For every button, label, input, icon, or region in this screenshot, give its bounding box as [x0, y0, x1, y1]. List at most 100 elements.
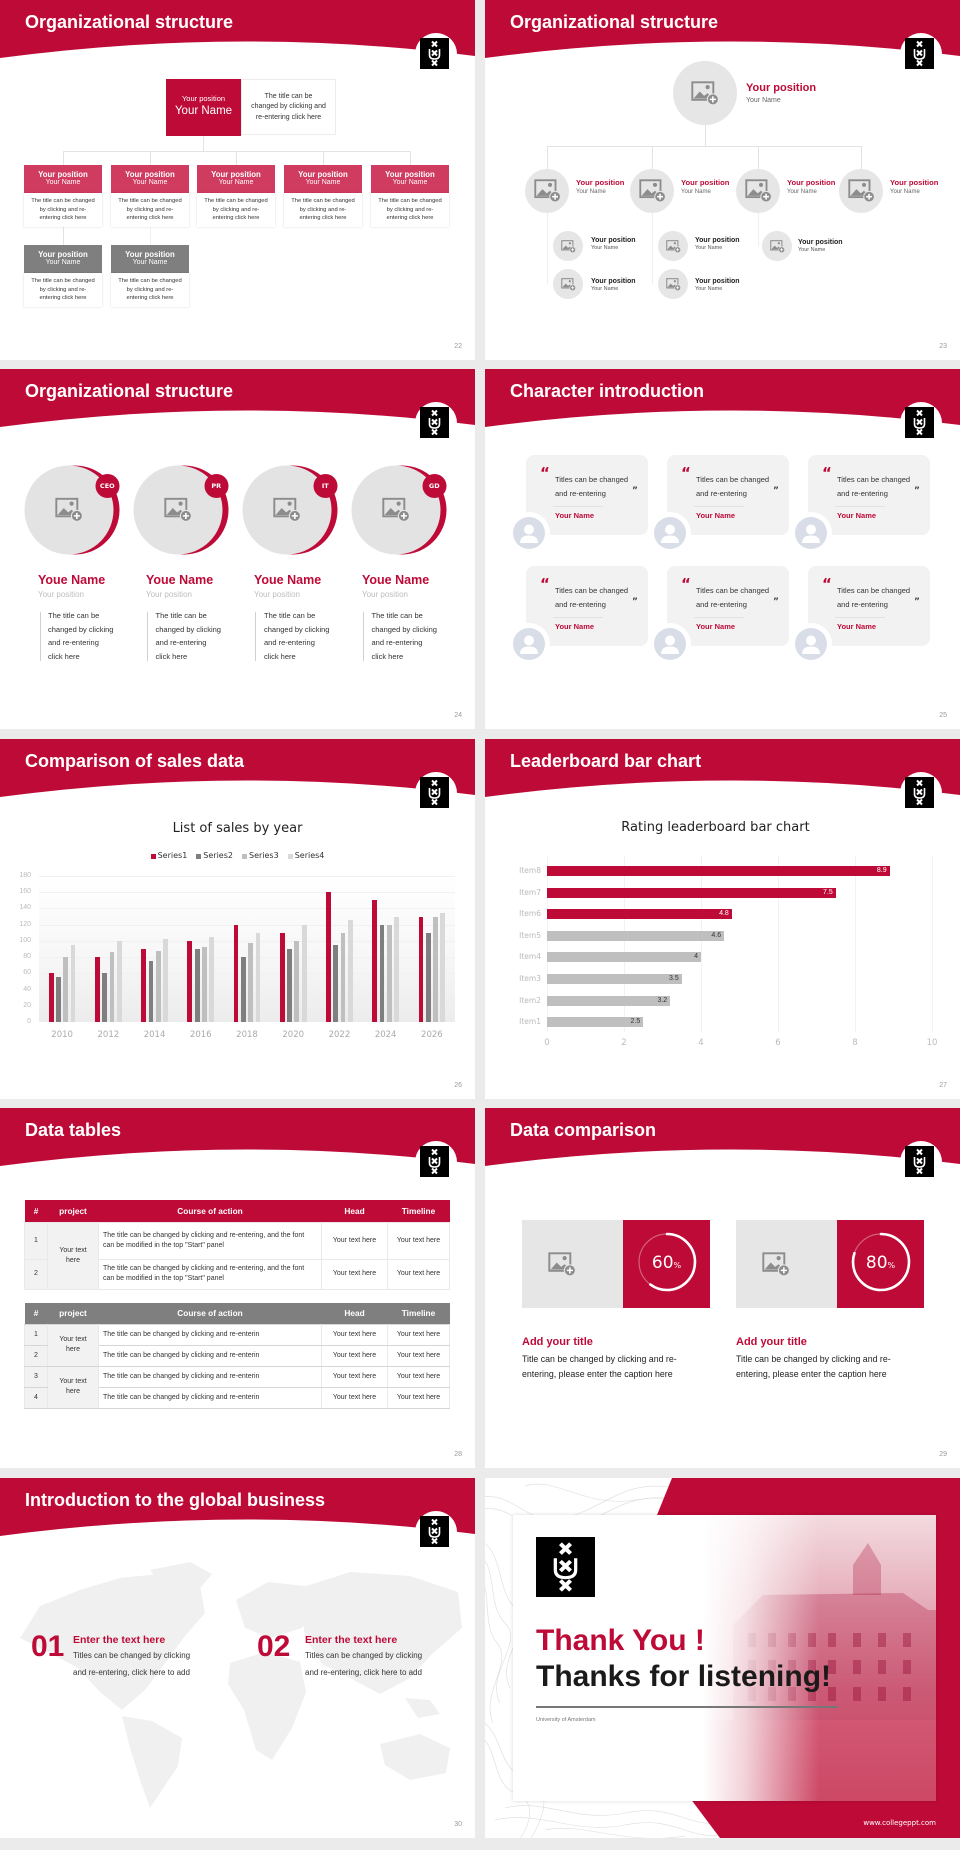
- bar[interactable]: 4: [547, 952, 701, 963]
- bar[interactable]: 8.9: [547, 866, 890, 876]
- bar[interactable]: [386, 924, 392, 1022]
- bar[interactable]: [340, 932, 346, 1022]
- bar[interactable]: 4.8: [547, 909, 732, 920]
- slide-23-org-chart-circles[interactable]: Organizational structure 23 Your positio…: [485, 0, 960, 360]
- head-cell[interactable]: Your text here: [321, 1365, 388, 1388]
- bar[interactable]: [240, 957, 246, 1022]
- avatar-placeholder[interactable]: [525, 169, 569, 213]
- bar[interactable]: [70, 944, 76, 1022]
- character-card[interactable]: Titles can be changed and re-entering You…: [808, 455, 930, 535]
- bar[interactable]: [433, 916, 438, 1022]
- slide-29-data-comparison[interactable]: Data comparison 29 60% Add your title Ti…: [485, 1108, 960, 1468]
- column-header[interactable]: Timeline: [387, 1303, 450, 1324]
- avatar-placeholder[interactable]: [553, 269, 583, 299]
- slide-30-global-business[interactable]: Introduction to the global business 30 0…: [0, 1478, 475, 1838]
- avatar-placeholder[interactable]: [762, 231, 792, 261]
- bar[interactable]: [425, 932, 431, 1022]
- avatar-placeholder[interactable]: [658, 269, 688, 299]
- org-node[interactable]: Your position Your Name The title can be …: [111, 165, 189, 227]
- timeline-cell[interactable]: Your text here: [387, 1258, 450, 1290]
- column-header[interactable]: #: [24, 1200, 48, 1222]
- head-cell[interactable]: Your text here: [321, 1323, 388, 1346]
- bar[interactable]: [102, 973, 108, 1022]
- bar[interactable]: [326, 892, 331, 1022]
- slide-22-org-chart[interactable]: Organizational structure 22 Your positio…: [0, 0, 475, 360]
- action-cell[interactable]: The title can be changed by clicking and…: [98, 1258, 322, 1290]
- project-cell[interactable]: Your text here: [47, 1221, 99, 1290]
- avatar[interactable]: [649, 623, 691, 665]
- column-header[interactable]: Course of action: [98, 1303, 322, 1324]
- timeline-cell[interactable]: Your text here: [387, 1344, 450, 1367]
- column-header[interactable]: Course of action: [98, 1200, 322, 1222]
- bar[interactable]: [209, 936, 215, 1022]
- website-link[interactable]: www.collegeppt.com: [863, 1819, 936, 1827]
- row-number[interactable]: 2: [24, 1258, 48, 1290]
- leaderboard-bar-chart[interactable]: 0 2 4 6 8 10 Item8 8.9 Item7 7.5 Item6 4.8 Item5 4.6 I…: [519, 856, 937, 1048]
- timeline-cell[interactable]: Your text here: [387, 1386, 450, 1409]
- member-photo[interactable]: PR: [128, 459, 238, 569]
- bar[interactable]: [333, 944, 339, 1022]
- bar[interactable]: [255, 932, 261, 1022]
- action-cell[interactable]: The title can be changed by clicking and…: [98, 1386, 322, 1409]
- bar[interactable]: [202, 947, 207, 1022]
- org-node[interactable]: Your position Your Name The title can be …: [24, 245, 102, 307]
- column-header[interactable]: Head: [321, 1303, 388, 1324]
- head-cell[interactable]: Your text here: [321, 1386, 388, 1409]
- bar[interactable]: [347, 919, 353, 1022]
- bar[interactable]: [372, 900, 378, 1022]
- column-header[interactable]: project: [47, 1303, 99, 1324]
- legend-item[interactable]: Series2: [196, 851, 233, 861]
- bar[interactable]: 3.5: [547, 974, 682, 984]
- bar[interactable]: [116, 940, 122, 1022]
- column-header[interactable]: Head: [321, 1200, 388, 1222]
- action-cell[interactable]: The title can be changed by clicking and…: [98, 1365, 322, 1388]
- member-photo[interactable]: IT: [237, 459, 347, 569]
- slide-26-sales-comparison[interactable]: Comparison of sales data 26 List of sale…: [0, 739, 475, 1099]
- bar[interactable]: [141, 949, 146, 1022]
- timeline-cell[interactable]: Your text here: [387, 1365, 450, 1388]
- bar[interactable]: [63, 957, 69, 1022]
- bar[interactable]: [294, 940, 300, 1022]
- slide-28-data-tables[interactable]: Data tables 28 # project Course of actio…: [0, 1108, 475, 1468]
- avatar[interactable]: [508, 512, 550, 554]
- bar[interactable]: 2.5: [547, 1017, 644, 1028]
- bar[interactable]: 3.2: [547, 995, 671, 1006]
- head-cell[interactable]: Your text here: [321, 1344, 388, 1367]
- sales-bar-chart[interactable]: 0 20 40 60 80 100 120 140 160 180 2010 2012 2014 2016…: [19, 872, 455, 1040]
- org-node[interactable]: Your position Your Name The title can be …: [197, 165, 275, 227]
- row-number[interactable]: 1: [24, 1323, 48, 1346]
- slide-25-character-introduction[interactable]: Character introduction 25 Titles can be …: [485, 369, 960, 729]
- org-node[interactable]: Your position Your Name The title can be …: [111, 245, 189, 307]
- bar[interactable]: [287, 949, 292, 1022]
- avatar-placeholder[interactable]: [673, 61, 737, 125]
- project-cell[interactable]: Your text here: [47, 1365, 99, 1409]
- bar[interactable]: [394, 916, 399, 1022]
- bar[interactable]: [56, 977, 61, 1022]
- org-node[interactable]: Your position Your Name The title can be …: [24, 165, 102, 227]
- column-header[interactable]: project: [47, 1200, 99, 1222]
- row-number[interactable]: 4: [24, 1386, 48, 1409]
- bar[interactable]: [109, 952, 115, 1022]
- timeline-cell[interactable]: Your text here: [387, 1221, 450, 1260]
- bar[interactable]: 4.6: [547, 930, 725, 941]
- image-placeholder[interactable]: [522, 1220, 623, 1308]
- legend-item[interactable]: Series4: [287, 851, 324, 861]
- bar[interactable]: [301, 924, 307, 1022]
- member-photo[interactable]: GD: [346, 459, 456, 569]
- bar[interactable]: [194, 949, 200, 1022]
- bar[interactable]: [163, 939, 168, 1022]
- legend-item[interactable]: Series1: [150, 851, 187, 861]
- bar[interactable]: [248, 942, 254, 1022]
- action-cell[interactable]: The title can be changed by clicking and…: [98, 1323, 322, 1346]
- org-node[interactable]: Your position Your Name The title can be …: [371, 165, 449, 227]
- timeline-cell[interactable]: Your text here: [387, 1323, 450, 1346]
- avatar-placeholder[interactable]: [630, 169, 674, 213]
- org-root-description[interactable]: The title can be changed by clicking and…: [241, 79, 336, 135]
- project-cell[interactable]: Your text here: [47, 1323, 99, 1367]
- slide-27-leaderboard[interactable]: Leaderboard bar chart 27 Rating leaderbo…: [485, 739, 960, 1099]
- avatar[interactable]: [790, 623, 832, 665]
- avatar-placeholder[interactable]: [736, 169, 780, 213]
- bar[interactable]: [279, 932, 285, 1022]
- column-header[interactable]: Timeline: [387, 1200, 450, 1222]
- legend-item[interactable]: Series3: [242, 851, 279, 861]
